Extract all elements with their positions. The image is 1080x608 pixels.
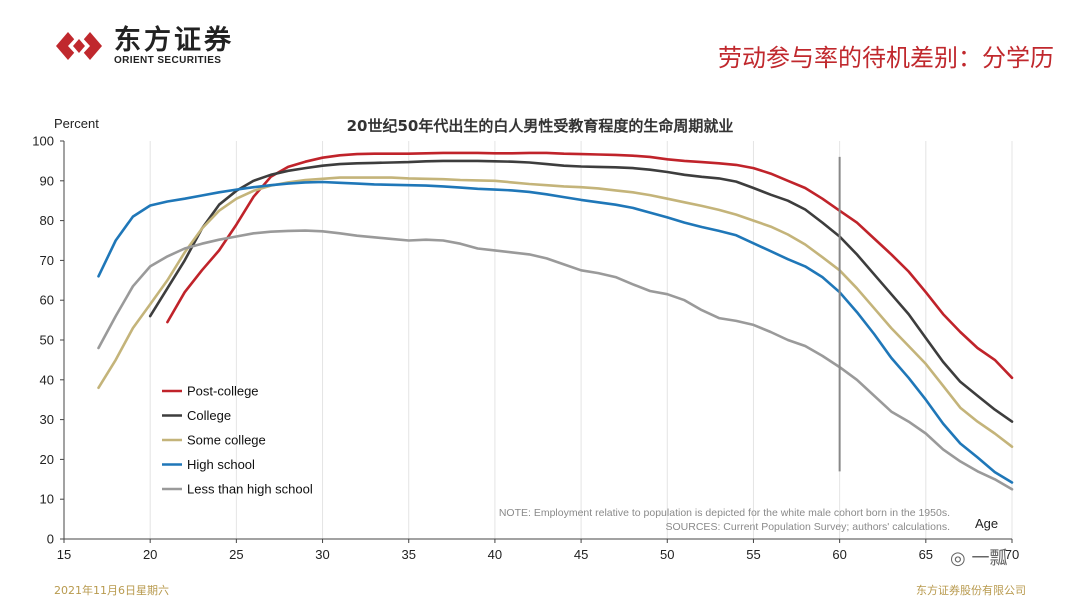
x-tick-label-55: 55 — [746, 547, 760, 562]
series-line-high-school — [97, 180, 1014, 484]
x-tick-label-65: 65 — [919, 547, 933, 562]
y-tick-label-20: 20 — [40, 452, 54, 467]
grid-layer — [149, 141, 1013, 539]
y-tick-label-70: 70 — [40, 253, 54, 268]
series-line-college — [148, 159, 1014, 423]
series-line-less-than-high-school — [97, 229, 1014, 491]
y-tick-label-80: 80 — [40, 213, 54, 228]
x-tick-label-15: 15 — [57, 547, 71, 562]
y-tick-label-100: 100 — [32, 134, 54, 149]
series-layer — [97, 151, 1014, 491]
x-tick-label-25: 25 — [229, 547, 243, 562]
x-axis-label: Age — [975, 516, 998, 531]
y-tick-label-50: 50 — [40, 333, 54, 348]
y-tick-label-90: 90 — [40, 173, 54, 188]
x-tick-label-60: 60 — [832, 547, 846, 562]
wechat-icon: ◎ — [950, 548, 966, 569]
y-tick-label-10: 10 — [40, 492, 54, 507]
chart-note: NOTE: Employment relative to population … — [499, 507, 950, 519]
logo-text-cn: 东方证券 — [114, 24, 234, 56]
series-line-post-college — [166, 151, 1014, 380]
page-title: 劳动参与率的待机差别：分学历 — [718, 44, 1054, 72]
footer-date: 2021年11月6日星期六 — [54, 584, 169, 597]
legend-layer: Post-college College Some college High scho… — [162, 384, 313, 497]
chart-sources: SOURCES: Current Population Survey; auth… — [666, 521, 950, 533]
x-tick-label-50: 50 — [660, 547, 674, 562]
axis-layer: 0 10 20 30 40 50 60 70 80 90 100 15 20 25 30 35 40 45 50 55… — [32, 134, 1019, 563]
y-tick-label-60: 60 — [40, 293, 54, 308]
y-tick-label-40: 40 — [40, 372, 54, 387]
orient-securities-logo-icon — [56, 32, 102, 60]
x-tick-label-45: 45 — [574, 547, 588, 562]
legend-label-3: High school — [187, 457, 255, 472]
watermark: ◎ 一瓢 — [950, 544, 1007, 570]
x-tick-label-35: 35 — [401, 547, 415, 562]
y-tick-label-0: 0 — [47, 532, 54, 547]
legend-label-2: Some college — [187, 433, 266, 448]
x-tick-label-30: 30 — [315, 547, 329, 562]
legend-label-4: Less than high school — [187, 482, 313, 497]
footer-company: 东方证券股份有限公司 — [916, 584, 1026, 597]
y-tick-label-30: 30 — [40, 412, 54, 427]
x-tick-label-40: 40 — [488, 547, 502, 562]
watermark-text: 一瓢 — [971, 548, 1008, 569]
legend-label-0: Post-college — [187, 384, 259, 399]
legend-label-1: College — [187, 408, 231, 423]
x-tick-label-20: 20 — [143, 547, 157, 562]
logo-text-en: ORIENT SECURITIES — [114, 54, 222, 66]
logo: 东方证券 ORIENT SECURITIES — [52, 26, 234, 66]
x-tick-label-70: 70 — [1005, 547, 1019, 562]
y-axis-label: Percent — [54, 116, 99, 131]
series-line-some-college — [97, 176, 1014, 448]
chart-title: 20世纪50年代出生的白人男性受教育程度的生命周期就业 — [347, 117, 734, 135]
